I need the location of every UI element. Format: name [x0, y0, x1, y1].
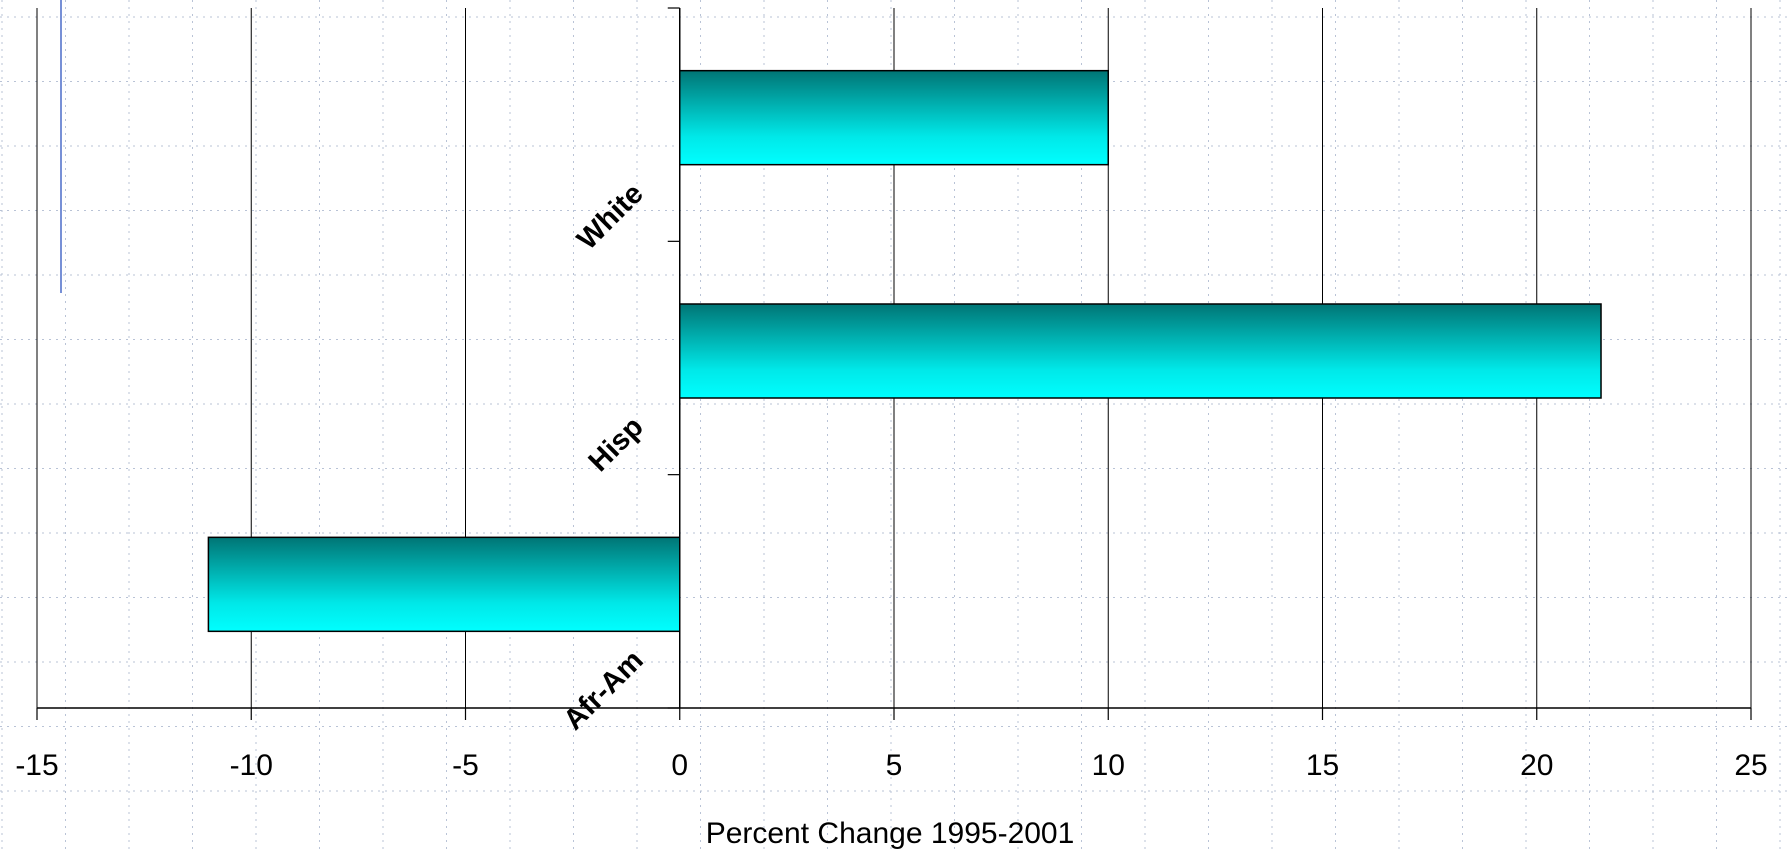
axes	[36, 7, 1752, 720]
category-label-hisp: Hisp	[583, 411, 650, 478]
x-tick-labels: -15 -10 -5 0 5 10 15 20 25	[15, 749, 1767, 782]
x-tick-label: 10	[1092, 749, 1125, 782]
x-tick-label: 0	[671, 749, 688, 782]
bars	[207, 69, 1602, 633]
x-axis-title: Percent Change 1995-2001	[706, 817, 1075, 850]
category-label-white: White	[571, 178, 649, 256]
x-tick-label: 5	[886, 749, 903, 782]
x-tick-label: 25	[1734, 749, 1767, 782]
bar-white	[679, 69, 1109, 166]
x-tick-label: -10	[230, 749, 273, 782]
x-tick-label: -5	[452, 749, 479, 782]
x-tick-label: -15	[15, 749, 58, 782]
category-label-afr-am: Afr-Am	[558, 644, 650, 736]
category-labels: White Hisp Afr-Am	[558, 178, 650, 737]
bar-afr-am	[207, 536, 681, 633]
x-tick-label: 15	[1306, 749, 1339, 782]
x-tick-label: 20	[1520, 749, 1553, 782]
bar-hisp	[679, 303, 1602, 399]
